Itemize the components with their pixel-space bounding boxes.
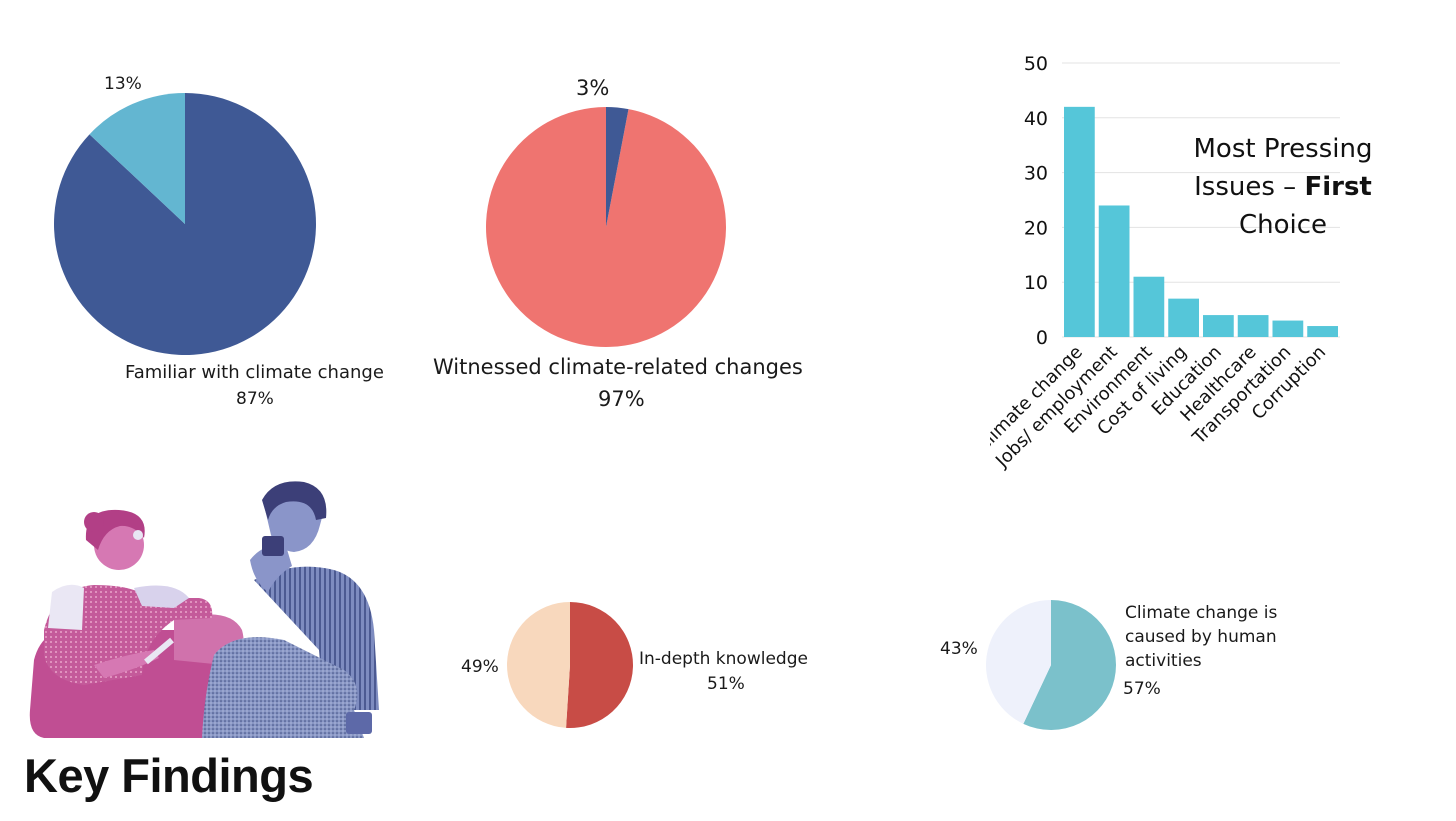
bar-7 — [1307, 326, 1338, 337]
pie2-main-pct: 97% — [598, 387, 645, 411]
key-findings-title: Key Findings — [24, 749, 314, 802]
pie4-other-pct: 49% — [461, 657, 499, 677]
bar-ytick-label: 10 — [1024, 272, 1048, 294]
pie-indepth — [506, 602, 633, 728]
bar-ytick-label: 20 — [1024, 217, 1048, 239]
pie5-label: Climate change is caused by human activi… — [1125, 603, 1278, 671]
pie-human-caused — [986, 600, 1116, 730]
bar-2 — [1133, 276, 1165, 337]
bar-chart-title: Most Pressing Issues – First Choice — [1172, 130, 1394, 244]
pie-familiar — [53, 93, 316, 355]
bar-1 — [1098, 205, 1130, 337]
pie2-other-pct: 3% — [576, 76, 610, 100]
pie1-main-pct: 87% — [236, 389, 274, 409]
pie4-label: In-depth knowledge — [639, 649, 808, 669]
bar-ytick-label: 40 — [1024, 108, 1048, 130]
pie5-main-pct: 57% — [1123, 679, 1161, 699]
bar-title-part-3: Choice — [1238, 210, 1328, 240]
bar-ytick-label: 50 — [1024, 53, 1048, 75]
bar-title-part-bold: First — [1304, 172, 1372, 202]
pie-witnessed — [486, 107, 726, 347]
pie2-slice-witnessed — [486, 107, 726, 347]
pie1-other-pct: 13% — [104, 74, 142, 94]
two-people-talking-illustration — [29, 481, 379, 738]
bar-0 — [1064, 106, 1095, 337]
bar-title-part-1: Most Pressing Issues – — [1193, 134, 1373, 202]
pie2-label: Witnessed climate-related changes — [433, 355, 803, 379]
bar-3 — [1168, 298, 1199, 337]
bar-6 — [1272, 320, 1304, 337]
pie4-slice-indepth — [566, 602, 633, 728]
pie2-slice-other — [606, 107, 629, 227]
pie1-slice-familiar — [53, 93, 316, 355]
pie1-slice-other — [89, 93, 185, 224]
pie1-label: Familiar with climate change — [125, 362, 384, 383]
bar-ytick-label: 0 — [1036, 327, 1048, 349]
bar-ytick-label: 30 — [1024, 163, 1048, 185]
pie5-other-pct: 43% — [940, 639, 978, 659]
pie4-main-pct: 51% — [707, 674, 745, 694]
bar-5 — [1237, 315, 1269, 337]
bar-4 — [1203, 315, 1234, 337]
pie4-slice-other — [506, 602, 570, 728]
pie5-slice-other — [986, 600, 1051, 724]
pie5-slice-human — [1023, 600, 1116, 730]
